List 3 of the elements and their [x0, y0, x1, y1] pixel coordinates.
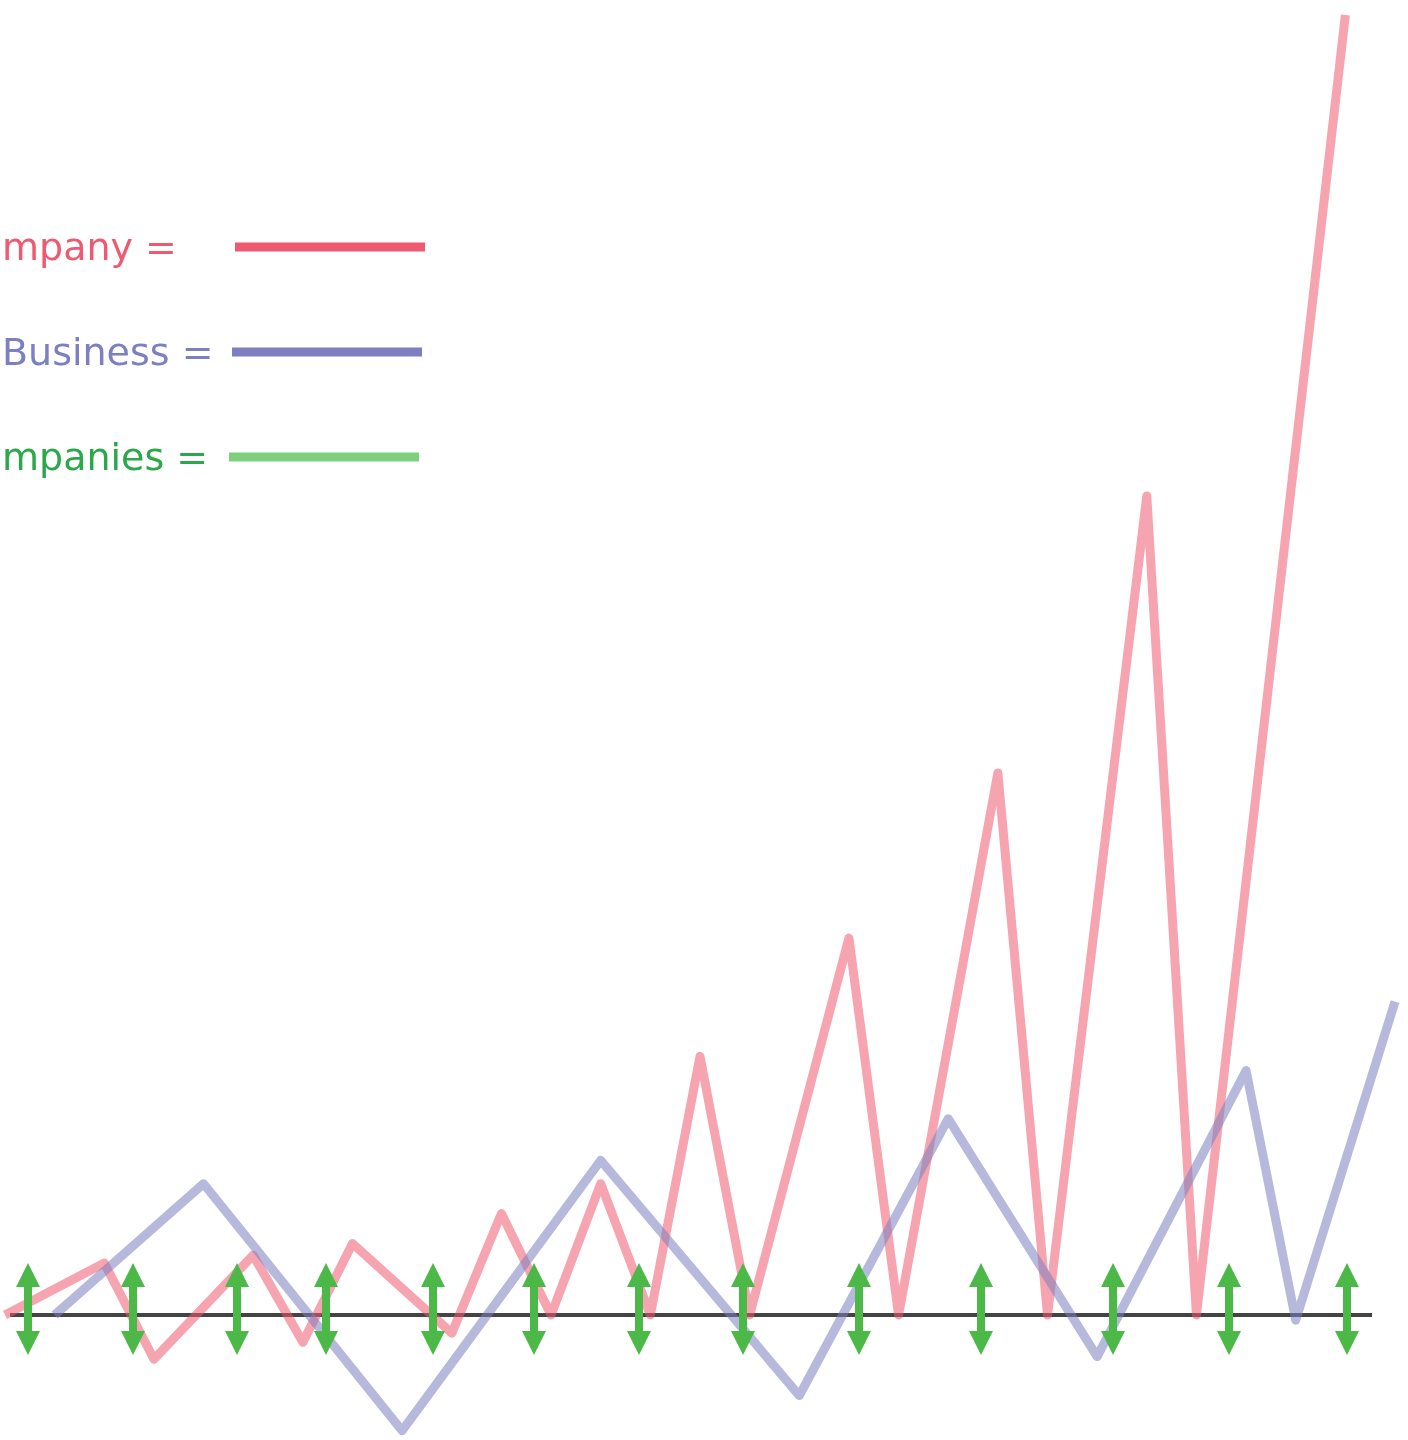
legend-label: Business = [2, 330, 214, 374]
annotation: mpanies = [2, 435, 209, 479]
legend-label: mpany = [2, 225, 177, 269]
